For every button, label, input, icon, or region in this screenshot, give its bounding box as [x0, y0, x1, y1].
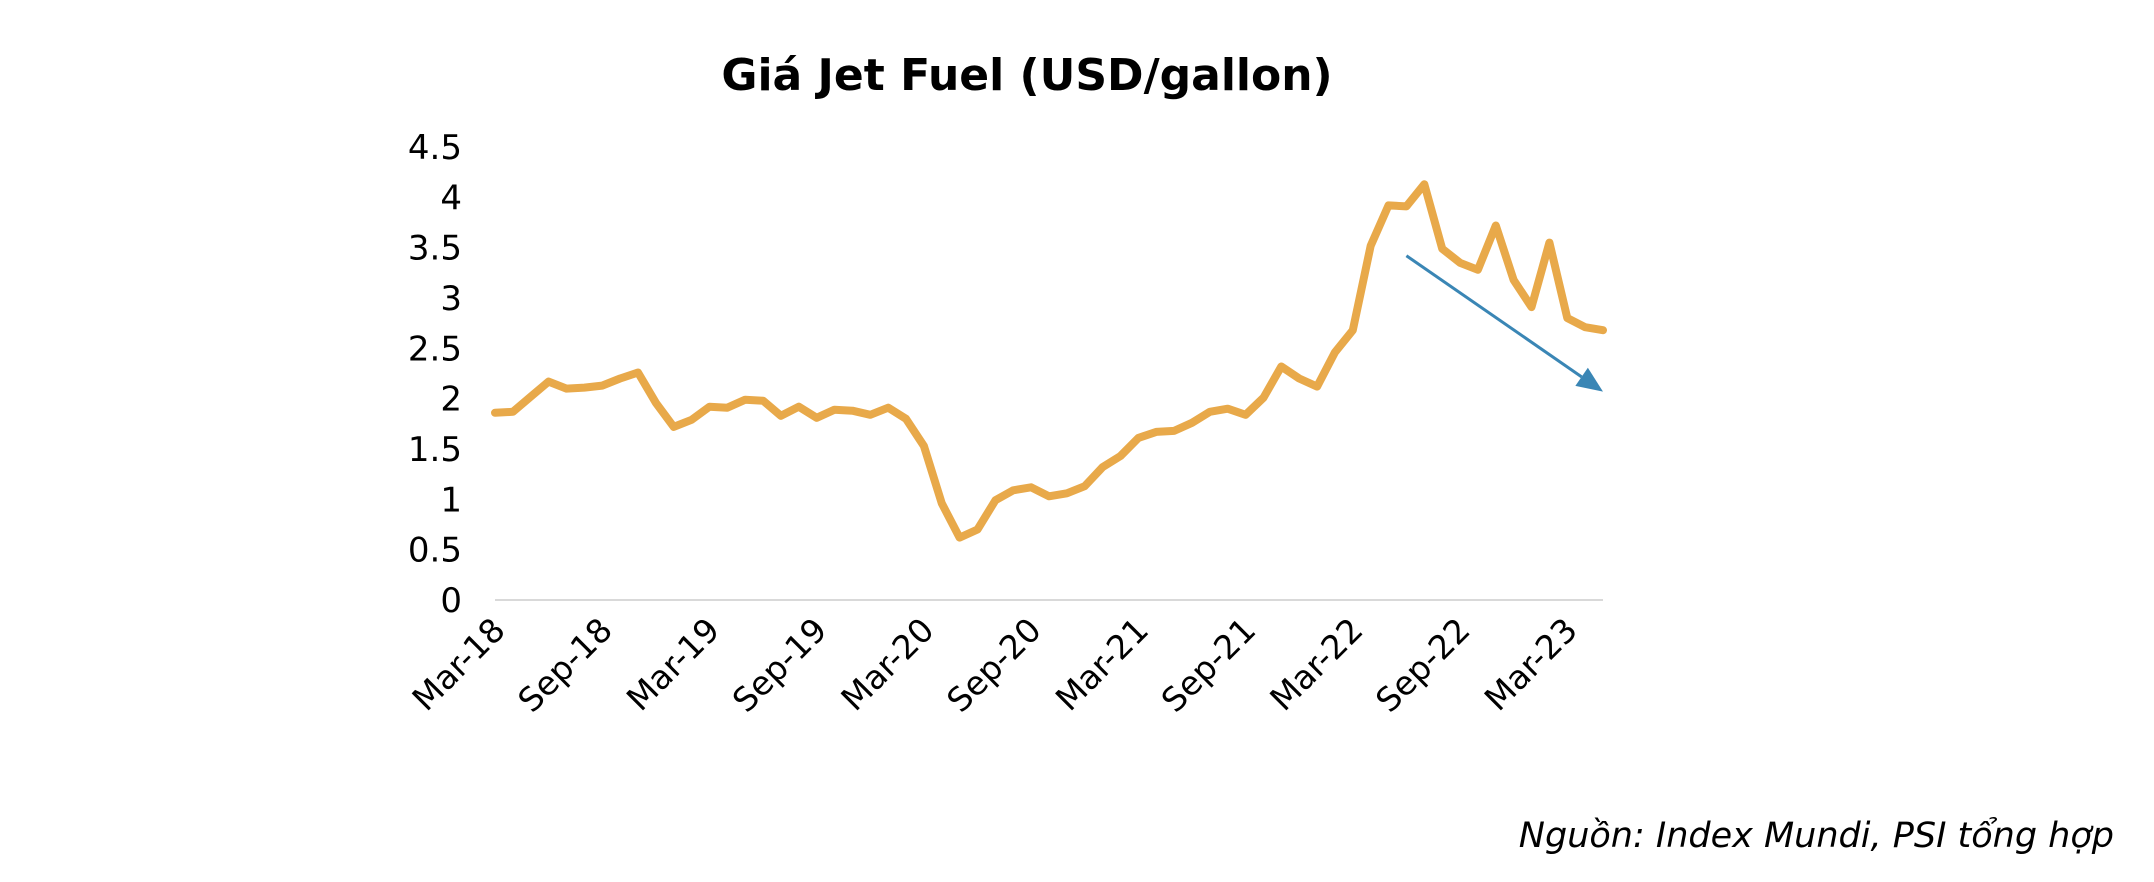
y-tick-label: 4	[440, 178, 462, 218]
y-tick-label: 3.5	[408, 229, 462, 269]
x-tick-label: Sep-21	[1154, 610, 1264, 720]
trend-arrow-head	[1575, 367, 1603, 392]
x-tick-label: Mar-22	[1262, 610, 1370, 718]
x-tick-label: Sep-22	[1368, 610, 1478, 720]
jet-fuel-price-line	[491, 180, 1607, 542]
x-tick-label: Mar-21	[1048, 610, 1156, 718]
y-tick-label: 0.5	[408, 531, 462, 571]
source-note: Nguồn: Index Mundi, PSI tổng hợp	[1518, 816, 2114, 856]
y-tick-label: 2.5	[408, 329, 462, 369]
x-tick-label: Sep-20	[939, 610, 1049, 720]
y-tick-label: 2	[440, 380, 462, 420]
x-tick-label: Sep-18	[510, 610, 620, 720]
x-axis-ticks: Mar-18Sep-18Mar-19Sep-19Mar-20Sep-20Mar-…	[404, 610, 1584, 720]
y-tick-label: 3	[440, 279, 462, 319]
chart-title: Giá Jet Fuel (USD/gallon)	[721, 50, 1332, 101]
y-tick-label: 4.5	[408, 128, 462, 168]
y-tick-label: 1.5	[408, 430, 462, 470]
y-tick-label: 1	[440, 480, 462, 520]
downtrend-arrow	[1405, 254, 1603, 392]
y-tick-label: 0	[440, 581, 462, 621]
x-tick-label: Mar-19	[619, 610, 727, 718]
x-tick-label: Mar-18	[404, 610, 512, 718]
trend-arrow-line	[1405, 254, 1583, 379]
x-tick-label: Mar-20	[833, 610, 941, 718]
x-tick-label: Mar-23	[1477, 610, 1585, 718]
x-tick-label: Sep-19	[725, 610, 835, 720]
y-axis-ticks: 0 0.5 1 1.5 2 2.5 3 3.5 4 4.5	[408, 128, 462, 621]
